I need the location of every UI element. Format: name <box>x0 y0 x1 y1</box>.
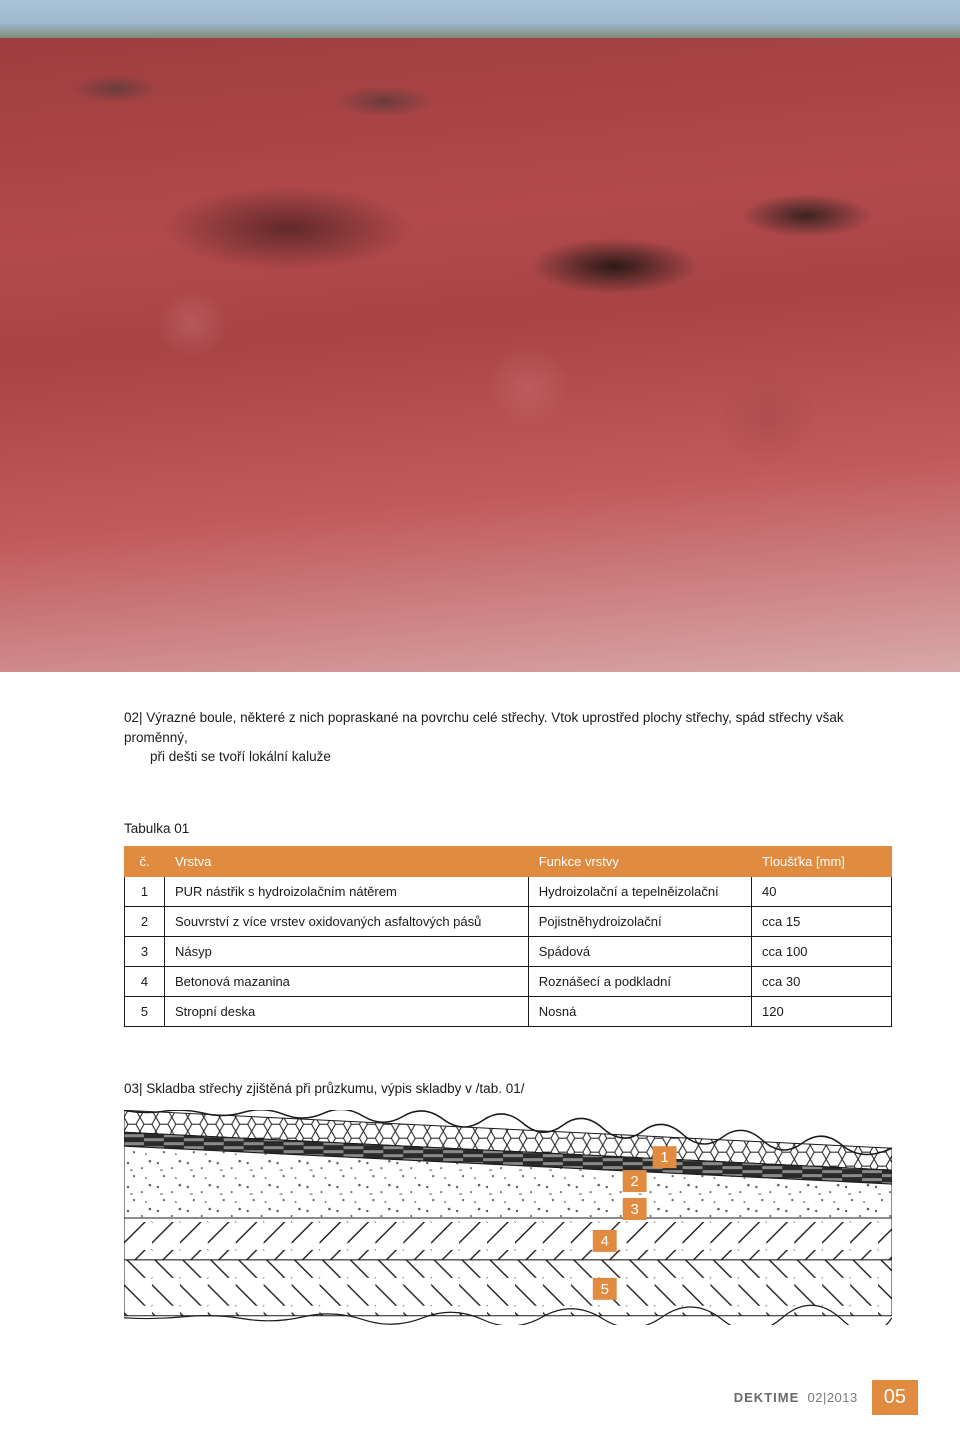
cell-thick: 120 <box>752 996 892 1026</box>
cell-thick: cca 30 <box>752 966 892 996</box>
cell-n: 3 <box>125 936 165 966</box>
cell-thick: cca 100 <box>752 936 892 966</box>
photo-caption: 02| Výrazné boule, některé z nich popras… <box>124 708 892 767</box>
cell-n: 5 <box>125 996 165 1026</box>
cell-func: Pojistněhydroizolační <box>528 906 751 936</box>
diagram-label-1: 1 <box>653 1146 677 1168</box>
footer-brand: DEKTIME <box>734 1390 800 1405</box>
svg-text:3: 3 <box>631 1201 639 1218</box>
photo-sky <box>0 0 960 38</box>
th-function: Funkce vrstvy <box>528 846 751 876</box>
table-row: 5 Stropní deska Nosná 120 <box>125 996 892 1026</box>
diagram-label-2: 2 <box>623 1170 647 1192</box>
footer-brand-issue: DEKTIME 02|2013 <box>734 1390 858 1405</box>
table-row: 1 PUR nástřik s hydroizolačním nátěrem H… <box>125 876 892 906</box>
caption-line2: při dešti se tvoří lokální kaluže <box>150 747 331 767</box>
svg-text:1: 1 <box>660 1149 668 1166</box>
footer-issue: 02|2013 <box>807 1390 857 1405</box>
page-footer: DEKTIME 02|2013 05 <box>734 1380 918 1415</box>
caption-line1: Výrazné boule, některé z nich popraskané… <box>124 710 844 745</box>
cell-thick: cca 15 <box>752 906 892 936</box>
th-number: č. <box>125 846 165 876</box>
layers-table: č. Vrstva Funkce vrstvy Tloušťka [mm] 1 … <box>124 846 892 1027</box>
diagram-label-3: 3 <box>623 1198 647 1220</box>
svg-text:2: 2 <box>631 1173 639 1190</box>
cell-layer: Souvrství z více vrstev oxidovaných asfa… <box>165 906 529 936</box>
cell-layer: Betonová mazanina <box>165 966 529 996</box>
cell-func: Roznášecí a podkladní <box>528 966 751 996</box>
cell-n: 4 <box>125 966 165 996</box>
content-area: 02| Výrazné boule, některé z nich popras… <box>0 672 960 1325</box>
table-row: 4 Betonová mazanina Roznášecí a podkladn… <box>125 966 892 996</box>
diagram-caption-text: Skladba střechy zjištěná při průzkumu, v… <box>146 1081 524 1096</box>
footer-page-badge: 05 <box>872 1380 918 1415</box>
svg-text:5: 5 <box>601 1280 609 1297</box>
table-title: Tabulka 01 <box>124 821 892 836</box>
cell-func: Spádová <box>528 936 751 966</box>
cell-layer: Stropní deska <box>165 996 529 1026</box>
table-header-row: č. Vrstva Funkce vrstvy Tloušťka [mm] <box>125 846 892 876</box>
diagram-label-4: 4 <box>593 1230 617 1252</box>
table-row: 3 Násyp Spádová cca 100 <box>125 936 892 966</box>
cell-func: Nosná <box>528 996 751 1026</box>
hero-photo <box>0 0 960 672</box>
diagram-caption: 03| Skladba střechy zjištěná při průzkum… <box>124 1081 892 1096</box>
cell-layer: PUR nástřik s hydroizolačním nátěrem <box>165 876 529 906</box>
diagram-caption-num: 03| <box>124 1081 143 1096</box>
th-layer: Vrstva <box>165 846 529 876</box>
roof-layers-diagram: 1 2 3 4 5 <box>124 1110 892 1325</box>
table-row: 2 Souvrství z více vrstev oxidovaných as… <box>125 906 892 936</box>
cell-n: 1 <box>125 876 165 906</box>
svg-text:4: 4 <box>601 1233 609 1250</box>
photo-roof <box>0 38 960 672</box>
cell-thick: 40 <box>752 876 892 906</box>
th-thickness: Tloušťka [mm] <box>752 846 892 876</box>
diagram-label-5: 5 <box>593 1278 617 1300</box>
cell-n: 2 <box>125 906 165 936</box>
cell-func: Hydroizolační a tepelněizolační <box>528 876 751 906</box>
caption-number: 02| <box>124 708 143 728</box>
cell-layer: Násyp <box>165 936 529 966</box>
